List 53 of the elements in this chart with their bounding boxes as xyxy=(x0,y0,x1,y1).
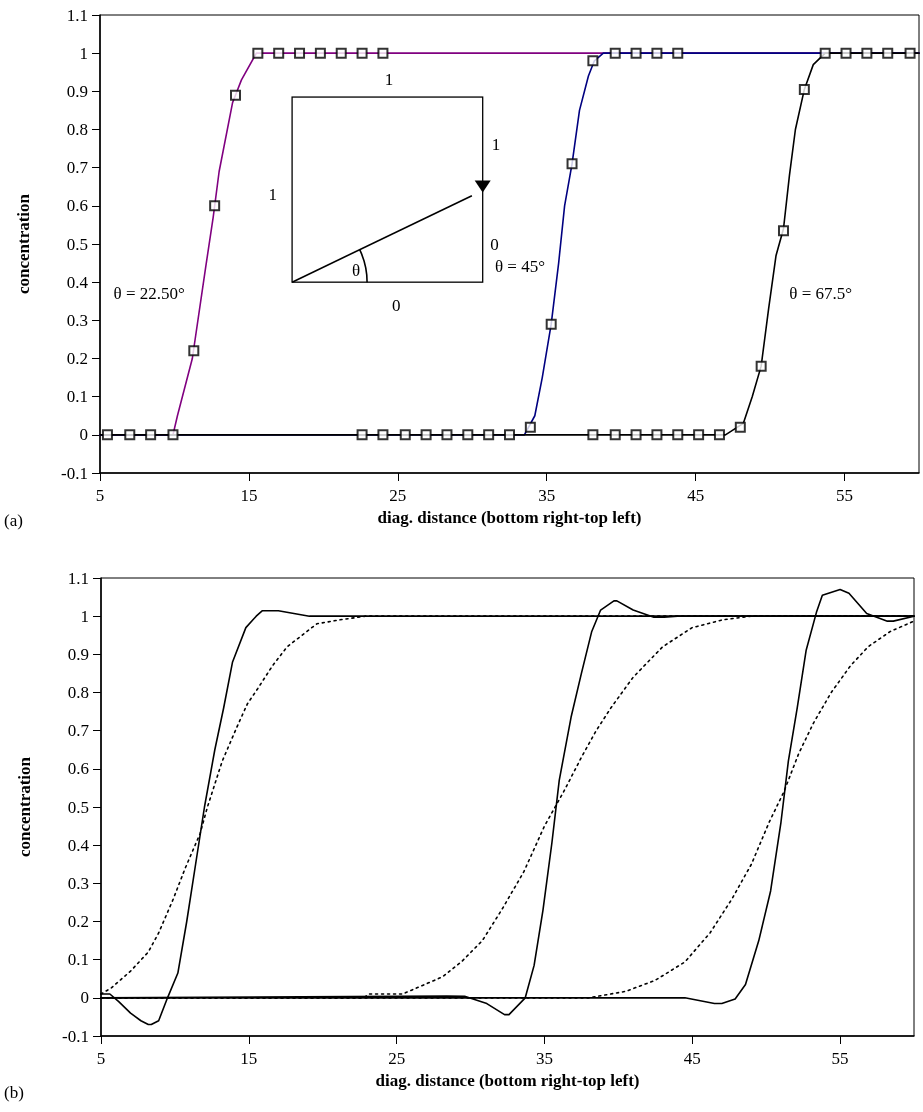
y-tick-label: 1 xyxy=(79,43,88,63)
y-tick-label: 0.3 xyxy=(67,873,89,893)
y-tick-label: 0.4 xyxy=(67,835,90,855)
x-tick-label: 45 xyxy=(683,1049,701,1068)
annotation: 0 xyxy=(392,295,401,315)
y-axis-title: concentration xyxy=(14,193,33,295)
y-tick-label: 0.1 xyxy=(66,387,88,407)
y-tick-label: 1.1 xyxy=(67,568,89,588)
text: (b) xyxy=(4,1082,24,1102)
annotation: θ = 67.5° xyxy=(789,284,853,304)
y-tick-label: 0.6 xyxy=(67,759,89,779)
y-tick-label: 1.1 xyxy=(66,5,88,25)
y-axis-title: concentration xyxy=(15,756,34,858)
y-tick-label: 0.9 xyxy=(67,644,89,664)
y-tick-label: 0.7 xyxy=(67,721,90,741)
y-tick-label: 0.6 xyxy=(66,196,88,216)
x-tick-label: 5 xyxy=(95,486,105,505)
x-tick-label: 5 xyxy=(96,1049,106,1068)
y-tick-label: 0.5 xyxy=(66,234,88,254)
annotation: θ xyxy=(352,261,361,281)
x-tick-label: 35 xyxy=(535,1049,553,1068)
x-tick-label: 45 xyxy=(687,486,705,505)
x-tick-label: 55 xyxy=(831,1049,849,1068)
x-tick-label: 25 xyxy=(389,486,407,505)
text: (a) xyxy=(4,510,23,530)
x-axis-title: diag. distance (bottom right-top left) xyxy=(375,1071,640,1090)
y-tick-label: 0.4 xyxy=(66,272,89,292)
x-axis-title: diag. distance (bottom right-top left) xyxy=(377,508,642,527)
y-tick-label: 0.9 xyxy=(66,81,88,101)
y-tick-label: -0.1 xyxy=(61,463,88,483)
x-tick-label: 25 xyxy=(388,1049,406,1068)
y-tick-label: 0.3 xyxy=(66,310,88,330)
annotation: 1 xyxy=(268,184,277,204)
y-tick-label: 0.8 xyxy=(67,683,89,702)
annotation: 1 xyxy=(491,135,501,155)
annotation: 0 xyxy=(490,234,499,254)
x-tick-label: 55 xyxy=(836,486,854,505)
x-tick-label: 15 xyxy=(240,1049,258,1068)
annotation: θ = 22.50° xyxy=(113,284,185,304)
annotation: 1 xyxy=(384,70,394,90)
y-tick-label: -0.1 xyxy=(62,1026,89,1046)
y-tick-label: 0.2 xyxy=(67,912,89,931)
y-tick-label: 0.5 xyxy=(67,797,89,817)
y-tick-label: 1 xyxy=(80,606,89,626)
annotation: θ = 45° xyxy=(494,257,545,277)
x-tick-label: 35 xyxy=(538,486,556,505)
y-tick-label: 0.2 xyxy=(66,349,88,368)
y-tick-label: 0.1 xyxy=(67,950,89,970)
y-tick-label: 0 xyxy=(80,988,89,1008)
x-tick-label: 15 xyxy=(240,486,258,505)
y-tick-label: 0 xyxy=(79,425,88,445)
y-tick-label: 0.7 xyxy=(66,158,89,178)
y-tick-label: 0.8 xyxy=(66,120,88,139)
